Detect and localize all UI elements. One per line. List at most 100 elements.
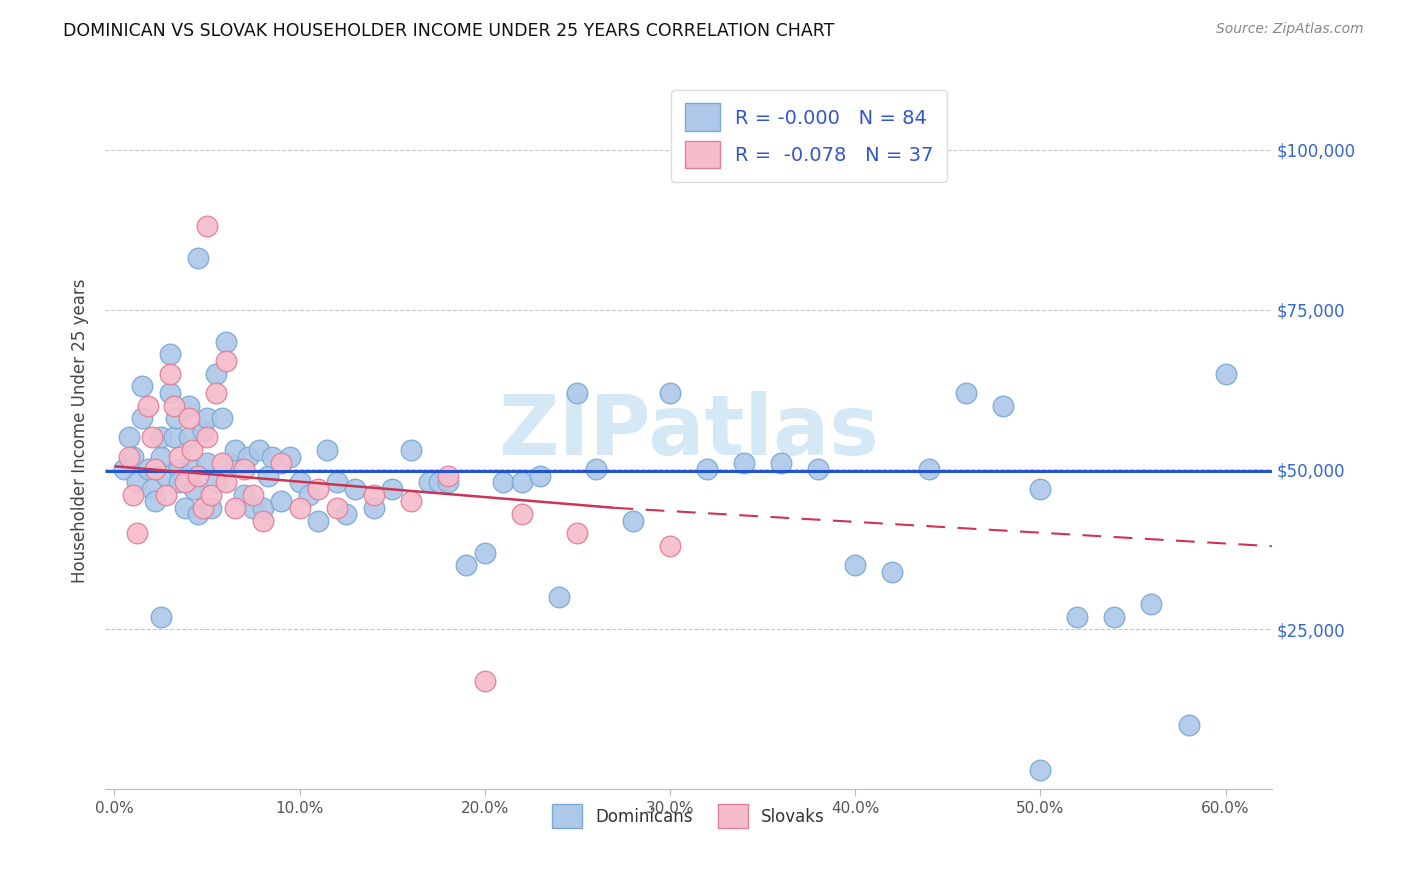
Point xyxy=(159,367,181,381)
Point xyxy=(177,430,200,444)
Point xyxy=(143,494,166,508)
Point xyxy=(993,399,1015,413)
Point xyxy=(118,450,141,464)
Point xyxy=(169,475,191,490)
Point xyxy=(224,500,246,515)
Point xyxy=(159,347,181,361)
Point xyxy=(149,609,172,624)
Point xyxy=(621,514,644,528)
Point xyxy=(187,468,209,483)
Point xyxy=(163,399,186,413)
Point xyxy=(242,500,264,515)
Point xyxy=(567,526,589,541)
Point xyxy=(149,450,172,464)
Point xyxy=(325,500,347,515)
Point xyxy=(200,488,222,502)
Point xyxy=(131,411,153,425)
Point xyxy=(1104,609,1126,624)
Point xyxy=(125,475,148,490)
Point xyxy=(136,462,159,476)
Point xyxy=(183,482,205,496)
Point xyxy=(173,475,195,490)
Point xyxy=(344,482,367,496)
Point xyxy=(181,462,204,476)
Point xyxy=(233,488,256,502)
Point xyxy=(247,443,270,458)
Point xyxy=(122,488,145,502)
Point xyxy=(169,462,191,476)
Point xyxy=(177,399,200,413)
Point xyxy=(195,456,218,470)
Point xyxy=(270,456,292,470)
Point xyxy=(163,430,186,444)
Point xyxy=(224,443,246,458)
Point xyxy=(205,385,228,400)
Point xyxy=(211,456,233,470)
Point xyxy=(136,399,159,413)
Point xyxy=(363,488,385,502)
Point xyxy=(659,385,682,400)
Point xyxy=(193,424,215,438)
Point xyxy=(155,468,177,483)
Point xyxy=(181,443,204,458)
Point xyxy=(122,450,145,464)
Point xyxy=(381,482,404,496)
Point xyxy=(270,494,292,508)
Point xyxy=(169,450,191,464)
Point xyxy=(436,468,458,483)
Point xyxy=(882,565,904,579)
Point xyxy=(205,367,228,381)
Point xyxy=(316,443,339,458)
Point xyxy=(567,385,589,400)
Point xyxy=(548,591,571,605)
Point xyxy=(733,456,755,470)
Point xyxy=(399,443,422,458)
Point xyxy=(427,475,450,490)
Point xyxy=(236,450,259,464)
Point xyxy=(307,482,329,496)
Point xyxy=(399,494,422,508)
Point xyxy=(155,488,177,502)
Point xyxy=(807,462,830,476)
Point xyxy=(659,539,682,553)
Point xyxy=(418,475,440,490)
Point xyxy=(252,514,274,528)
Point xyxy=(218,456,240,470)
Point xyxy=(955,385,977,400)
Point xyxy=(529,468,551,483)
Point xyxy=(233,462,256,476)
Point xyxy=(141,482,163,496)
Text: DOMINICAN VS SLOVAK HOUSEHOLDER INCOME UNDER 25 YEARS CORRELATION CHART: DOMINICAN VS SLOVAK HOUSEHOLDER INCOME U… xyxy=(63,22,835,40)
Point xyxy=(492,475,515,490)
Point xyxy=(1029,763,1052,777)
Point xyxy=(173,500,195,515)
Point xyxy=(214,334,236,349)
Point xyxy=(510,475,533,490)
Point xyxy=(280,450,302,464)
Point xyxy=(205,475,228,490)
Point xyxy=(159,385,181,400)
Point xyxy=(118,430,141,444)
Point xyxy=(187,507,209,521)
Point xyxy=(474,673,496,688)
Point xyxy=(335,507,357,521)
Point xyxy=(187,252,209,266)
Point xyxy=(307,514,329,528)
Point xyxy=(1029,482,1052,496)
Text: ZIPatlas: ZIPatlas xyxy=(498,391,879,472)
Point xyxy=(149,430,172,444)
Point xyxy=(112,462,135,476)
Point xyxy=(456,558,478,573)
Point xyxy=(918,462,941,476)
Point xyxy=(195,430,218,444)
Point xyxy=(177,411,200,425)
Point xyxy=(288,475,311,490)
Point xyxy=(242,488,264,502)
Point xyxy=(770,456,793,470)
Legend: Dominicans, Slovaks: Dominicans, Slovaks xyxy=(546,797,832,835)
Point xyxy=(436,475,458,490)
Point xyxy=(1140,597,1163,611)
Point xyxy=(363,500,385,515)
Point xyxy=(211,411,233,425)
Point xyxy=(193,500,215,515)
